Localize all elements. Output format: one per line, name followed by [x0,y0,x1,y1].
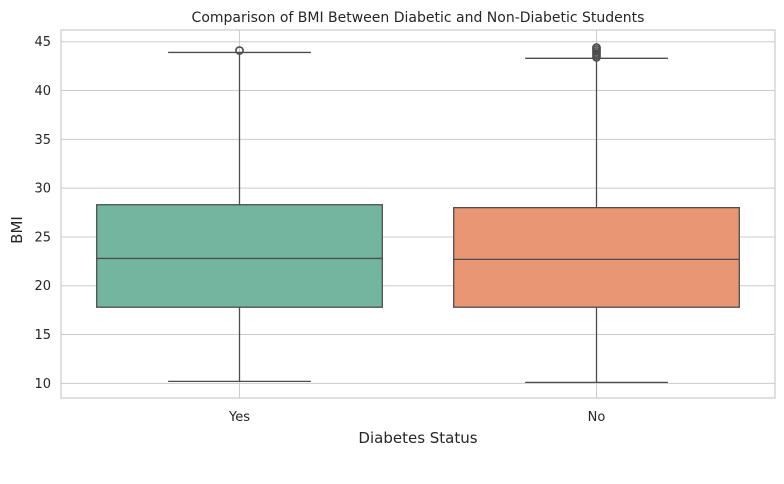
outlier-point [592,43,601,52]
iqr-box [96,204,383,308]
box-no [453,43,740,384]
outlier-point [235,46,244,55]
boxes [96,43,740,384]
y-axis-ticks: 10 15 20 25 30 35 40 45 [34,35,51,392]
y-tick-label: 25 [34,230,51,245]
y-tick-label: 40 [34,84,51,99]
box-yes [96,46,383,383]
plot-frame [60,29,776,399]
y-tick-label: 15 [34,328,51,343]
y-tick-label: 20 [34,279,51,294]
x-tick-label: No [588,410,606,425]
x-tick-label: Yes [228,410,250,425]
x-axis-label: Diabetes Status [358,429,477,447]
y-tick-label: 30 [34,182,51,197]
x-axis-ticks: Yes No [228,410,605,425]
y-axis-label: BMI [8,216,26,244]
y-tick-label: 45 [34,35,51,50]
y-tick-label: 10 [34,377,51,392]
y-tick-label: 35 [34,133,51,148]
iqr-box [453,207,740,308]
chart-title: Comparison of BMI Between Diabetic and N… [192,10,645,26]
